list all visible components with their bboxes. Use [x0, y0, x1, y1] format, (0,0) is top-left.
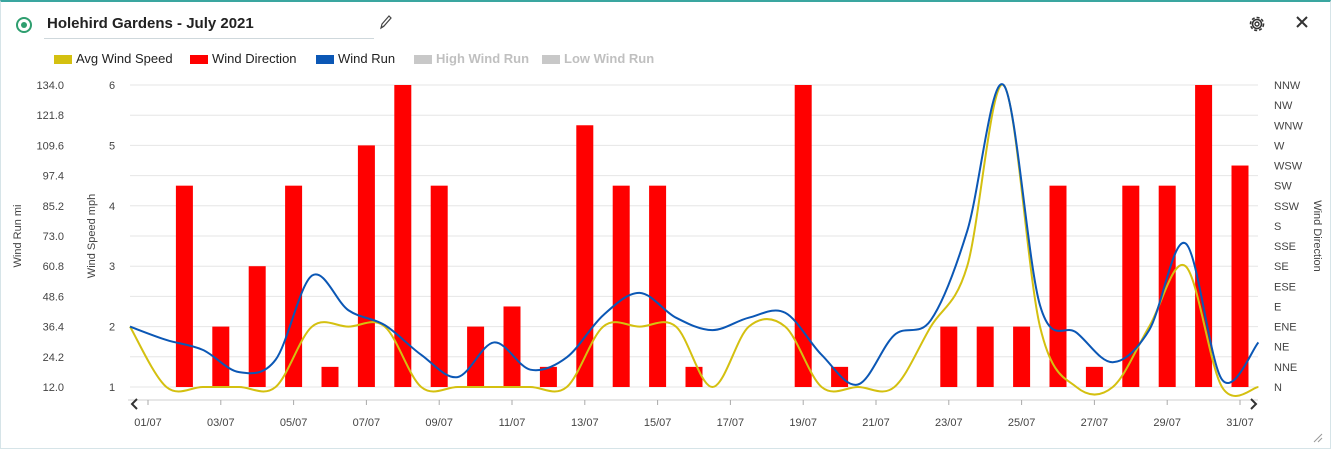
- x-tick-label: 19/07: [789, 417, 817, 429]
- bar-wind-direction: [649, 185, 667, 387]
- bar-wind-direction: [321, 366, 339, 387]
- legend-label: Wind Direction: [212, 51, 297, 66]
- y-tick-wind-run: 134.0: [36, 80, 64, 92]
- y-tick-direction: SSW: [1274, 201, 1300, 213]
- bar-wind-direction: [357, 145, 375, 387]
- x-tick-label: 27/07: [1081, 417, 1109, 429]
- gear-icon[interactable]: [1247, 14, 1267, 34]
- bar-wind-direction: [612, 185, 630, 387]
- title-underline: [44, 38, 374, 39]
- bar-wind-direction: [539, 366, 557, 387]
- legend-swatch: [54, 55, 72, 64]
- bar-wind-direction: [1085, 366, 1103, 387]
- y-tick-direction: ENE: [1274, 322, 1297, 334]
- y-tick-wind-run: 48.6: [43, 291, 64, 303]
- close-icon[interactable]: [1294, 14, 1310, 30]
- bar-wind-direction: [430, 185, 448, 387]
- y-tick-direction: W: [1274, 140, 1285, 152]
- y-tick-direction: N: [1274, 382, 1282, 394]
- x-tick-label: 29/07: [1153, 417, 1181, 429]
- y-tick-wind-speed: 6: [109, 80, 115, 92]
- legend-label: Low Wind Run: [564, 51, 655, 66]
- y-axis-title-wind-run: Wind Run mi: [12, 205, 24, 268]
- y-tick-wind-run: 36.4: [43, 322, 64, 334]
- bar-wind-direction: [1195, 85, 1213, 387]
- bar-wind-direction: [248, 266, 266, 387]
- y-tick-wind-run: 24.2: [43, 352, 64, 364]
- y-axis-title-wind-speed: Wind Speed mph: [86, 194, 98, 278]
- bar-wind-direction: [1049, 185, 1067, 387]
- x-tick-label: 05/07: [280, 417, 308, 429]
- y-tick-direction: SSE: [1274, 241, 1296, 253]
- legend-swatch: [190, 55, 208, 64]
- legend-label: Wind Run: [338, 51, 396, 66]
- resize-handle-icon: [1313, 433, 1323, 443]
- y-tick-direction: WNW: [1274, 120, 1303, 132]
- x-tick-label: 23/07: [935, 417, 963, 429]
- y-tick-direction: S: [1274, 221, 1281, 233]
- y-tick-wind-speed: 2: [109, 322, 115, 334]
- y-tick-wind-speed: 5: [109, 140, 115, 152]
- bar-wind-direction: [976, 326, 994, 387]
- legend-label: Avg Wind Speed: [76, 51, 173, 66]
- y-tick-wind-run: 109.6: [36, 140, 64, 152]
- y-tick-direction: SE: [1274, 261, 1289, 273]
- bar-wind-direction: [1231, 165, 1249, 387]
- bar-wind-direction: [212, 326, 230, 387]
- y-tick-direction: SW: [1274, 181, 1292, 193]
- legend-swatch: [316, 55, 334, 64]
- y-tick-wind-run: 60.8: [43, 261, 64, 273]
- x-tick-label: 11/07: [499, 417, 526, 429]
- bar-wind-direction: [503, 306, 521, 387]
- x-tick-label: 09/07: [425, 417, 453, 429]
- bar-wind-direction: [685, 366, 703, 387]
- bar-wind-direction: [467, 326, 485, 387]
- bar-wind-direction: [576, 125, 594, 388]
- y-tick-wind-run: 12.0: [43, 382, 64, 394]
- y-tick-direction: E: [1274, 301, 1281, 313]
- chevron-right-icon[interactable]: [1246, 397, 1260, 411]
- x-tick-label: 25/07: [1008, 417, 1036, 429]
- y-tick-direction: NNE: [1274, 362, 1297, 374]
- y-tick-direction: NW: [1274, 100, 1293, 112]
- y-tick-direction: WSW: [1274, 161, 1303, 173]
- x-tick-label: 13/07: [571, 417, 599, 429]
- line-wind-run: [129, 83, 1260, 386]
- bar-wind-direction: [940, 326, 958, 387]
- bar-wind-direction: [175, 185, 193, 387]
- y-tick-wind-run: 73.0: [43, 231, 64, 243]
- x-tick-label: 21/07: [862, 417, 890, 429]
- y-tick-wind-speed: 3: [109, 261, 115, 273]
- x-tick-label: 15/07: [644, 417, 672, 429]
- x-tick-label: 17/07: [717, 417, 745, 429]
- y-axis-title-direction: Wind Direction: [1311, 200, 1323, 272]
- x-tick-label: 03/07: [207, 417, 235, 429]
- x-tick-label: 01/07: [134, 417, 162, 429]
- bar-wind-direction: [394, 85, 412, 387]
- y-tick-direction: NE: [1274, 342, 1289, 354]
- bar-wind-direction: [1013, 326, 1031, 387]
- y-tick-wind-run: 121.8: [36, 110, 64, 122]
- panel-title: Holehird Gardens - July 2021: [47, 15, 254, 32]
- panel-header: Holehird Gardens - July 2021: [0, 0, 1331, 44]
- y-tick-wind-run: 97.4: [43, 171, 64, 183]
- bar-wind-direction: [794, 85, 812, 387]
- legend-swatch: [414, 55, 432, 64]
- y-tick-wind-speed: 4: [109, 201, 115, 213]
- legend-swatch: [542, 55, 560, 64]
- bar-wind-direction: [285, 185, 303, 387]
- radio-icon[interactable]: [16, 17, 32, 33]
- pencil-icon[interactable]: [378, 14, 392, 30]
- x-tick-label: 07/07: [353, 417, 381, 429]
- y-tick-wind-speed: 1: [109, 382, 115, 394]
- chevron-left-icon[interactable]: [128, 397, 142, 411]
- y-tick-direction: NNW: [1274, 80, 1301, 92]
- legend-label: High Wind Run: [436, 51, 530, 66]
- x-tick-label: 31/07: [1226, 417, 1254, 429]
- y-tick-wind-run: 85.2: [43, 201, 64, 213]
- line-avg-wind-speed: [129, 83, 1259, 397]
- y-tick-direction: ESE: [1274, 281, 1296, 293]
- bar-wind-direction: [1122, 185, 1140, 387]
